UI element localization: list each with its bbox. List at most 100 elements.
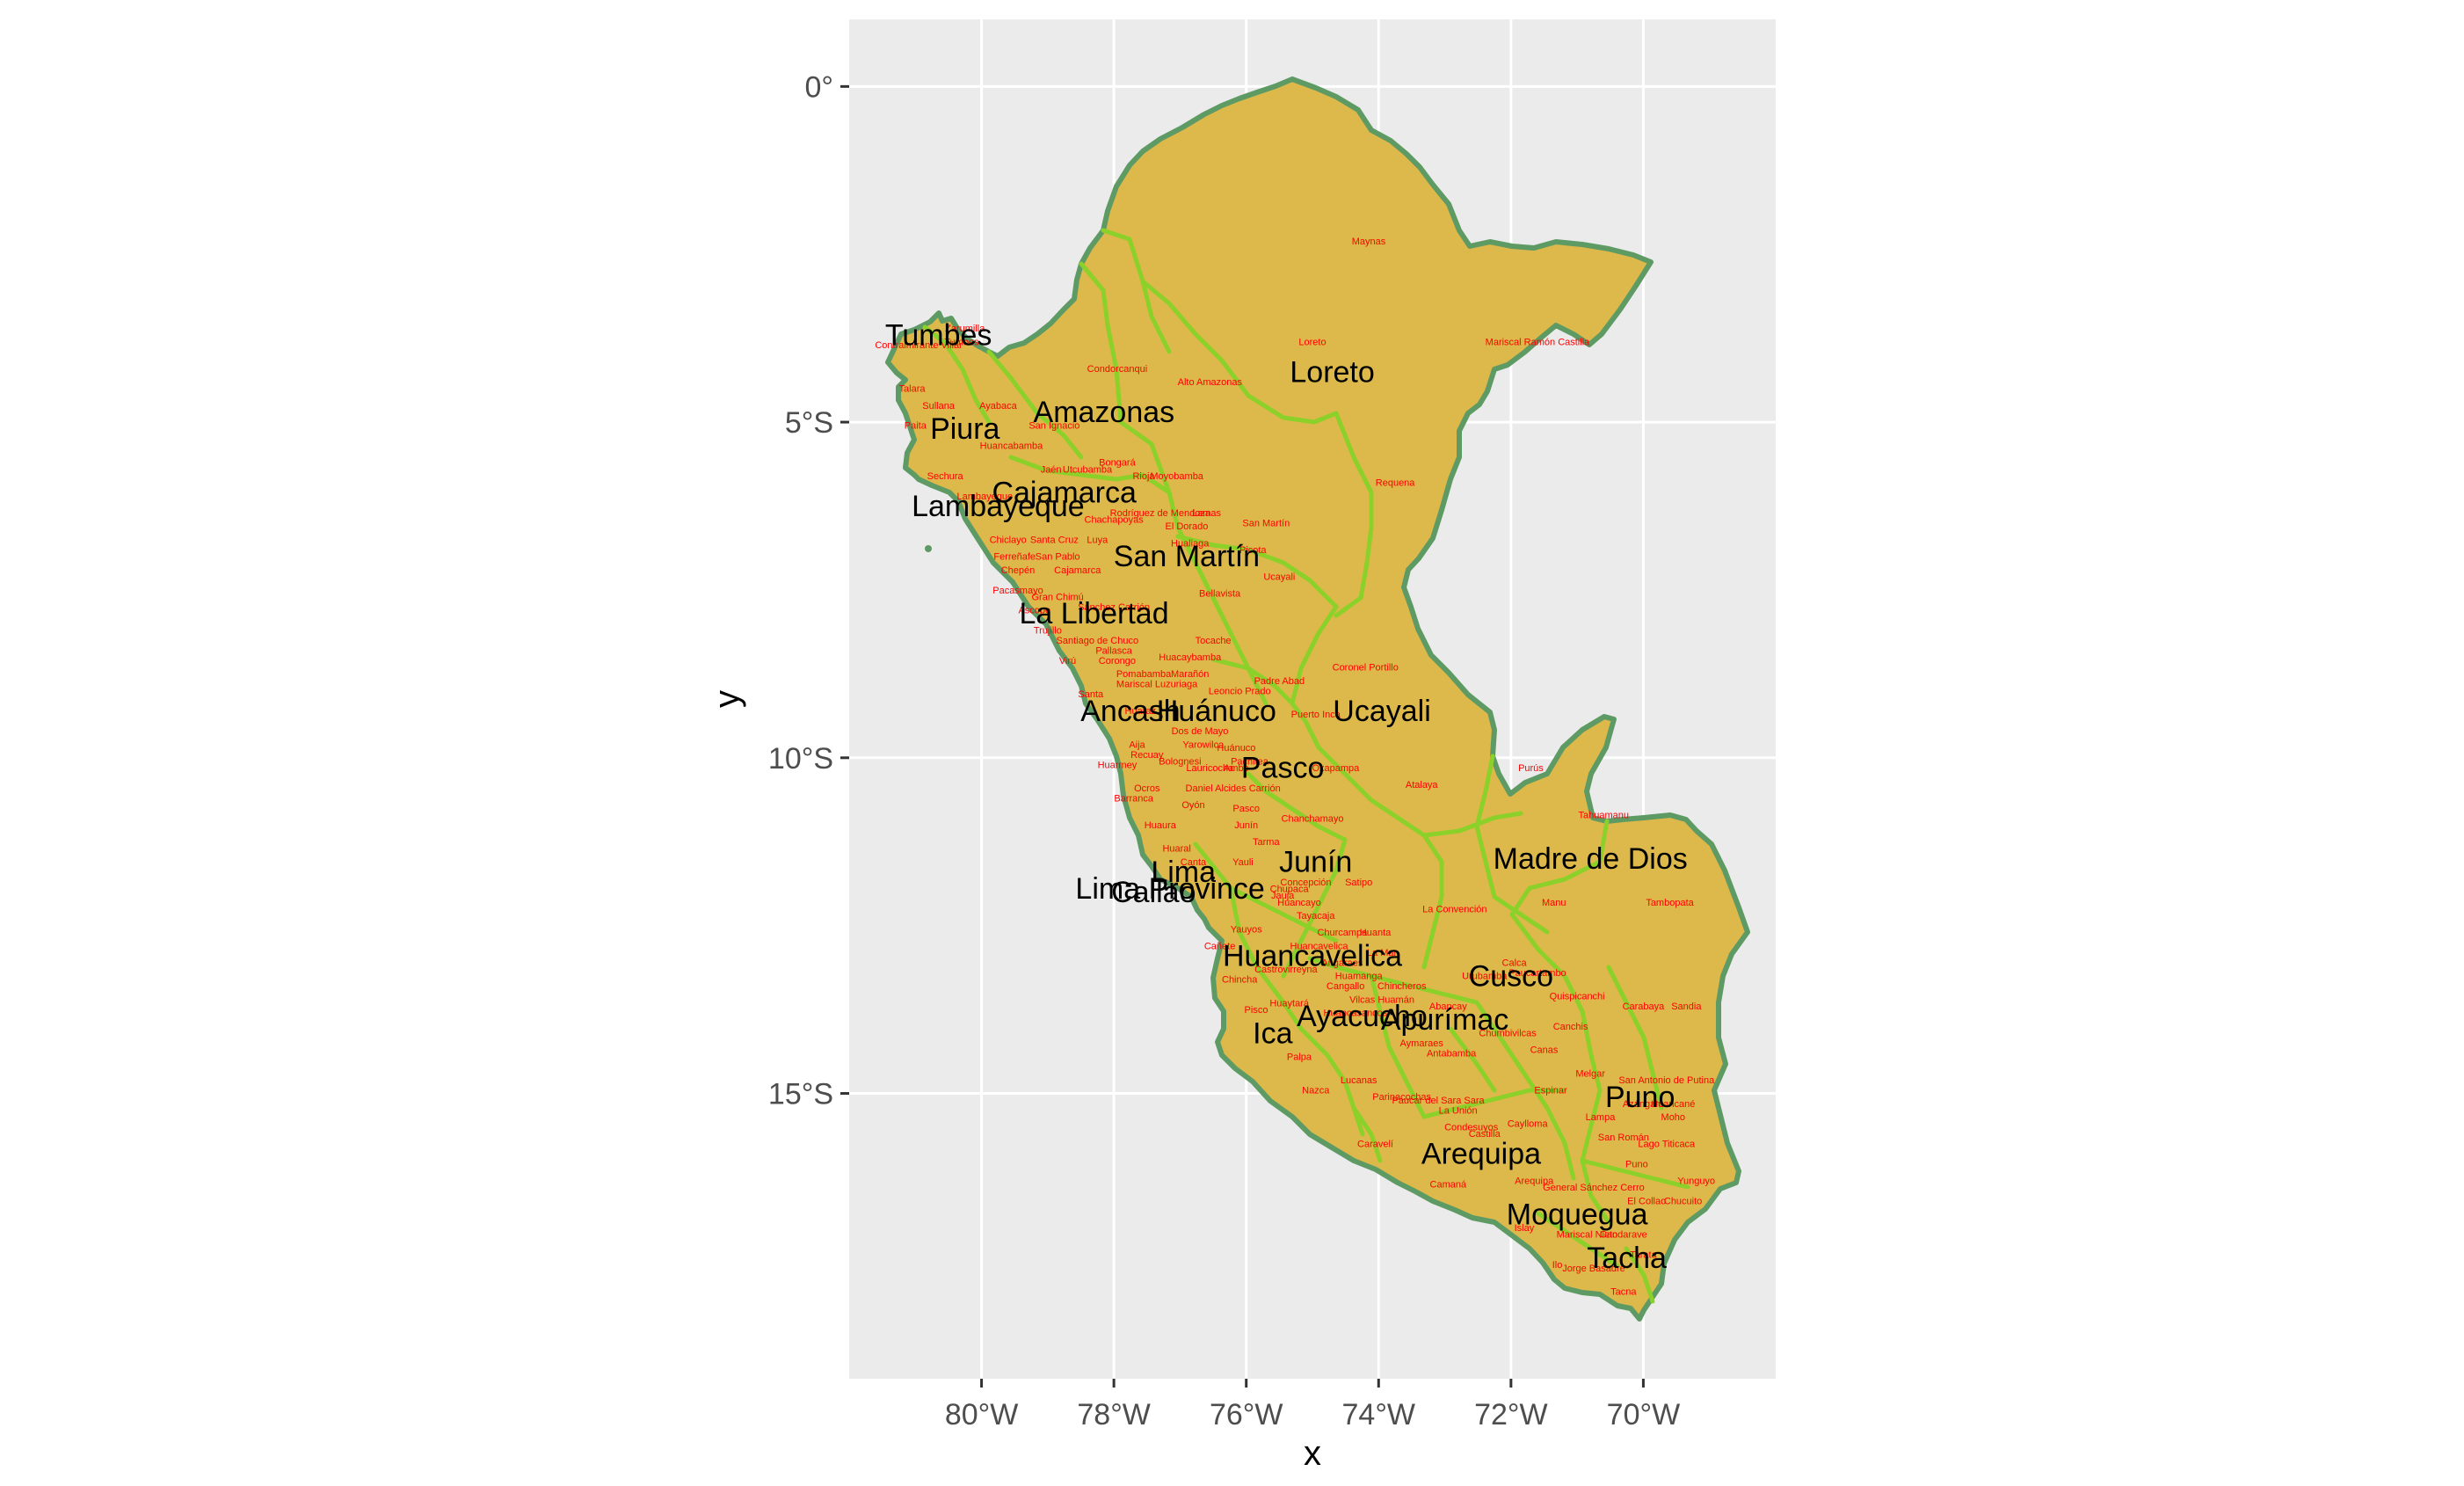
province-label: Santiago de Chuco: [1057, 636, 1139, 646]
province-label: Santa Cruz: [1030, 535, 1079, 545]
region-border: [1351, 1105, 1383, 1163]
region-borders: [922, 228, 1690, 1304]
x-tick-label: 72°W: [1474, 1398, 1548, 1431]
x-tick-label: 78°W: [1077, 1398, 1151, 1431]
province-label: Jauja: [1271, 891, 1295, 901]
region-border: [1509, 819, 1610, 917]
region-label: Arequipa: [1421, 1138, 1541, 1171]
province-label: Sandia: [1671, 1002, 1702, 1012]
province-label: Cajamarca: [1054, 565, 1101, 576]
province-label: Lampa: [1586, 1112, 1617, 1123]
province-label: Puno: [1625, 1160, 1648, 1170]
region-label: Tumbes: [885, 318, 992, 352]
region-border: [1210, 657, 1295, 706]
y-tick-label: 5°S: [785, 406, 833, 440]
province-label: Candarave: [1600, 1230, 1647, 1241]
x-tick-label: 80°W: [945, 1398, 1019, 1431]
province-label: Urubamba: [1462, 972, 1508, 982]
province-label: Lauricocha: [1186, 763, 1234, 774]
province-label: Barranca: [1114, 793, 1154, 804]
region-border: [1281, 837, 1348, 979]
region-label: Madre de Dios: [1494, 842, 1688, 876]
province-label: Calca: [1502, 958, 1528, 968]
province-label: Alto Amazonas: [1178, 377, 1243, 388]
province-label: Yarowilca: [1182, 739, 1225, 750]
province-label: Angaraes: [1321, 958, 1363, 968]
province-label: Huancabamba: [980, 441, 1043, 452]
region-label: Lima Province: [1075, 872, 1264, 906]
province-label: Arequipa: [1515, 1176, 1554, 1187]
province-label: Trujillo: [1034, 626, 1062, 637]
province-label: Huamanga: [1335, 972, 1384, 982]
peru-country-shape: [885, 76, 1750, 1322]
province-label: Caravelí: [1357, 1140, 1393, 1150]
province-label: Bellavista: [1199, 589, 1241, 600]
province-label: Chincha: [1222, 975, 1258, 986]
province-label: Maynas: [1352, 237, 1386, 247]
province-label: Huánuco: [1217, 743, 1255, 754]
province-label: Yauli: [1232, 857, 1254, 868]
province-label: Coronel Portillo: [1333, 663, 1399, 674]
region-label: Pasco: [1241, 752, 1325, 785]
province-label: Contralmirante Villar: [875, 340, 963, 351]
province-label: Sechura: [927, 471, 964, 482]
province-label: Canta: [1181, 857, 1207, 868]
province-label: Paucartambo: [1508, 968, 1566, 979]
region-label: Puno: [1605, 1081, 1675, 1114]
province-label: Ambo: [1224, 763, 1249, 774]
province-label: Condorcanqui: [1087, 364, 1148, 375]
province-label: Ferreñafe: [993, 552, 1036, 563]
region-label: Lambayeque: [912, 490, 1085, 523]
province-label: San Ignacio: [1028, 421, 1079, 432]
province-label: Canas: [1530, 1045, 1559, 1056]
region-border: [1580, 1158, 1690, 1190]
region-border: [1298, 1026, 1365, 1137]
region-label: Ancash: [1080, 695, 1180, 728]
province-label: Ilo: [1552, 1260, 1563, 1271]
province-label: Antabamba: [1427, 1049, 1477, 1060]
region-border: [1140, 472, 1172, 495]
province-label: El Collao: [1627, 1197, 1666, 1207]
region-border: [1404, 982, 1515, 1058]
province-label: Sullana: [922, 401, 956, 412]
region-label: Ayacucho: [1297, 1000, 1428, 1033]
province-label: Bongará: [1099, 458, 1136, 469]
province-label: Paita: [905, 421, 927, 432]
province-label: Tahuamanu: [1579, 811, 1630, 821]
region-border: [1307, 956, 1409, 987]
province-label: Ocros: [1134, 783, 1160, 794]
province-label: Huanta: [1360, 928, 1392, 938]
region-label: Moquegua: [1507, 1198, 1648, 1231]
region-border: [1536, 1211, 1620, 1269]
province-label: Zarumilla: [945, 324, 985, 334]
region-border: [1140, 279, 1339, 425]
region-label: Tacha: [1587, 1242, 1667, 1275]
y-axis-title: y: [708, 690, 746, 708]
province-label: Mariscal Ramón Castilla: [1486, 337, 1590, 347]
region-label: Amazonas: [1034, 396, 1175, 429]
province-label: Condesuyos: [1444, 1123, 1499, 1133]
province-label: La Mar: [1367, 948, 1398, 958]
province-label: Tocache: [1196, 636, 1232, 646]
province-label: Nazca: [1302, 1086, 1330, 1096]
province-label: Chupaca: [1270, 884, 1310, 894]
province-label: Huancavelica: [1290, 941, 1349, 951]
province-label: Carabaya: [1623, 1002, 1666, 1012]
province-label: Yauyos: [1231, 924, 1262, 935]
region-border: [1474, 754, 1550, 935]
province-label: Huancané: [1651, 1099, 1695, 1110]
y-tick-label: 0°: [804, 70, 833, 104]
island-dot: [925, 545, 932, 552]
region-border: [1606, 965, 1664, 1111]
province-label: Huaura: [1145, 820, 1177, 831]
province-label: Pallasca: [1095, 645, 1132, 656]
province-label: Pachitea: [1231, 756, 1269, 767]
province-label: Tumbes: [944, 337, 979, 347]
region-label: Callao: [1111, 876, 1196, 909]
province-label: Loreto: [1298, 337, 1326, 347]
province-label: San Martín: [1242, 518, 1290, 528]
province-label: Puerto Inca: [1291, 710, 1341, 720]
province-label: Mariscal Luzuriaga: [1116, 680, 1198, 690]
province-label: Luya: [1087, 535, 1108, 545]
